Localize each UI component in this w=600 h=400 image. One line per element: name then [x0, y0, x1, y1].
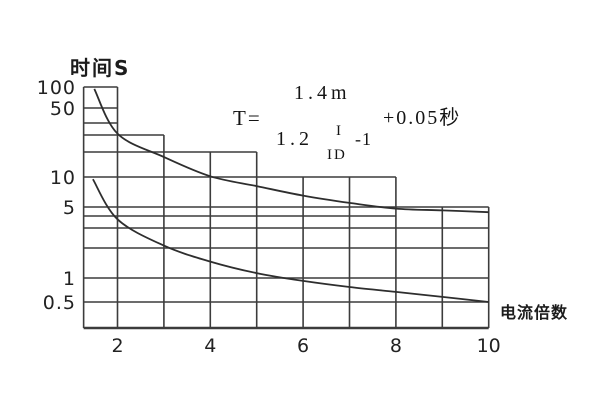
y-tick-label: 0.5 [42, 292, 76, 314]
formula-numerator: 1.4m [294, 82, 351, 104]
y-tick-label: 100 [36, 77, 76, 99]
y-tick-label: 50 [49, 98, 76, 120]
x-tick-label: 4 [204, 335, 217, 357]
formula-exponent-numerator: I [336, 123, 341, 139]
y-tick-label: 5 [62, 197, 76, 219]
y-tick-label: 10 [49, 167, 76, 189]
formula-lhs: T= [233, 106, 262, 130]
y-tick-label: 1 [62, 268, 76, 290]
x-tick-label: 8 [389, 335, 402, 357]
formula-denominator-base: 1.2 [276, 128, 313, 150]
formula-addend: +0.05秒 [383, 107, 462, 129]
formula-denominator-tail: -1 [355, 129, 372, 149]
x-tick-label: 6 [297, 335, 310, 357]
x-tick-label: 2 [111, 335, 124, 357]
upper-curve [93, 88, 489, 214]
x-tick-label: 10 [476, 335, 501, 357]
lower-curve [92, 178, 489, 303]
x-axis-title: 电流倍数 [500, 303, 569, 322]
y-axis-title: 时间S [70, 56, 131, 80]
formula-exponent-denominator: ID [327, 147, 347, 163]
